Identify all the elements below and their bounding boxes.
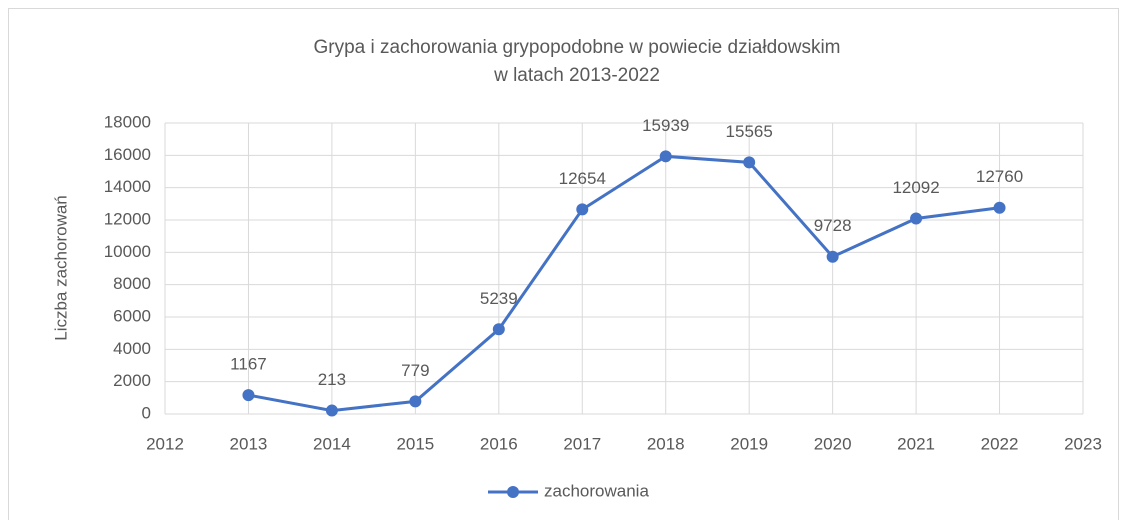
x-tick-label: 2013 (230, 434, 268, 453)
data-label: 9728 (814, 216, 852, 235)
x-tick-label: 2022 (981, 434, 1019, 453)
x-tick-label: 2019 (730, 434, 768, 453)
chart-title: w latach 2013-2022 (493, 65, 660, 86)
data-line (248, 154, 1000, 413)
data-label: 1167 (230, 355, 267, 374)
y-tick-label: 12000 (104, 209, 151, 228)
data-point (242, 389, 255, 402)
data-label: 15939 (642, 116, 689, 135)
y-tick-label: 18000 (104, 112, 151, 131)
y-tick-label: 6000 (113, 306, 151, 325)
y-tick-label: 2000 (113, 371, 151, 390)
x-tick-label: 2014 (313, 434, 351, 453)
data-point (743, 156, 756, 169)
data-point (826, 250, 839, 263)
data-point (910, 212, 923, 225)
y-axis-label: Liczba zachorowań (51, 195, 70, 341)
y-tick-label: 0 (142, 403, 151, 422)
data-label: 779 (401, 361, 429, 380)
y-tick-label: 16000 (104, 145, 151, 164)
y-tick-label: 4000 (113, 339, 151, 358)
y-tick-label: 10000 (104, 242, 151, 261)
data-point (659, 150, 672, 163)
data-point (576, 203, 589, 216)
chart-title: Grypa i zachorowania grypopodobne w powi… (314, 37, 841, 58)
data-label: 12092 (892, 178, 939, 197)
x-tick-label: 2015 (396, 434, 434, 453)
data-point (492, 323, 505, 336)
data-label: 12654 (559, 169, 606, 188)
data-label: 12760 (976, 167, 1023, 186)
data-label: 5239 (480, 289, 518, 308)
data-point (409, 395, 422, 408)
x-tick-label: 2017 (563, 434, 601, 453)
data-label: 15565 (726, 122, 773, 141)
x-tick-label: 2020 (814, 434, 852, 453)
x-tick-label: 2023 (1064, 434, 1102, 453)
legend-label: zachorowania (544, 481, 649, 500)
y-tick-label: 14000 (104, 177, 151, 196)
chart-border (8, 8, 1119, 520)
data-point (325, 404, 338, 417)
data-label: 213 (318, 370, 346, 389)
x-tick-label: 2016 (480, 434, 518, 453)
x-tick-label: 2018 (647, 434, 685, 453)
y-tick-label: 8000 (113, 274, 151, 293)
x-tick-label: 2012 (146, 434, 184, 453)
data-point (993, 201, 1006, 214)
legend-marker (507, 486, 519, 498)
x-tick-label: 2021 (897, 434, 935, 453)
